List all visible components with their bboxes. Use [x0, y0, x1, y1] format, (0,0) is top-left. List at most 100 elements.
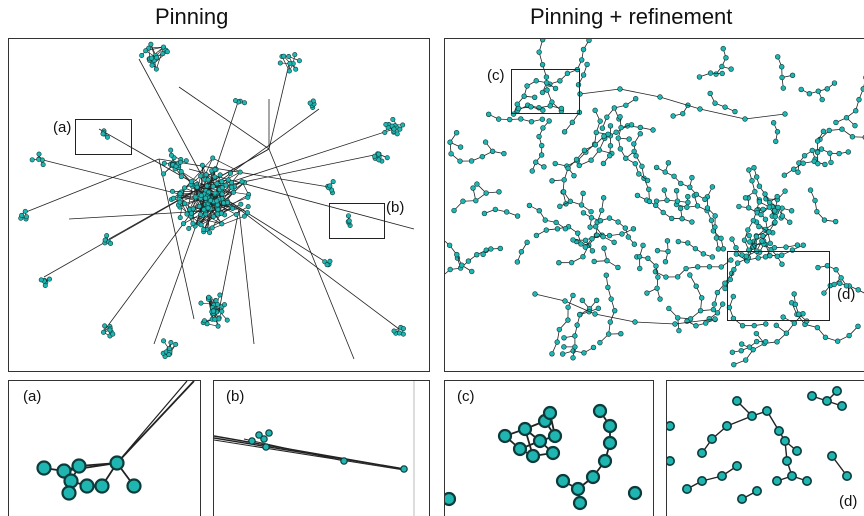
- graph-node: [630, 226, 637, 232]
- graph-node: [453, 130, 460, 136]
- graph-node: [584, 61, 590, 68]
- graph-node: [733, 245, 739, 251]
- graph-node: [687, 184, 693, 190]
- graph-node: [593, 297, 600, 304]
- graph-node: [524, 83, 530, 89]
- graph-node: [198, 222, 204, 228]
- graph-node: [208, 197, 214, 203]
- graph-node: [154, 55, 160, 61]
- graph-node: [182, 201, 188, 207]
- graph-node: [832, 218, 839, 225]
- graph-node: [670, 113, 676, 119]
- graph-node: [815, 160, 821, 167]
- graph-node: [773, 138, 779, 145]
- zoom-label-b: (b): [226, 388, 245, 405]
- graph-node: [831, 281, 837, 288]
- graph-node: [485, 111, 492, 118]
- graph-node: [756, 183, 763, 189]
- graph-node: [618, 124, 624, 131]
- graph-node: [791, 320, 798, 326]
- graph-node: [189, 179, 195, 185]
- graph-edge: [744, 113, 786, 120]
- graph-node: [828, 159, 834, 166]
- label-c: (c): [487, 67, 505, 84]
- graph-node: [210, 183, 216, 189]
- graph-node: [287, 60, 293, 66]
- graph-node: [36, 460, 52, 476]
- graph-node: [194, 184, 200, 190]
- graph-node: [838, 275, 844, 281]
- graph-node: [821, 290, 827, 296]
- graph-node: [831, 80, 838, 86]
- graph-node: [653, 164, 660, 171]
- graph-node: [497, 245, 503, 252]
- zoom-graph-a: [36, 381, 195, 501]
- graph-node: [148, 41, 154, 47]
- graph-node: [692, 245, 699, 252]
- graph-node: [644, 177, 651, 184]
- graph-node: [546, 118, 552, 124]
- graph-node: [549, 178, 555, 184]
- graph-node: [229, 184, 235, 190]
- graph-node: [186, 225, 192, 231]
- zoom-graph-d: [667, 386, 853, 505]
- graph-node: [588, 157, 594, 163]
- graph-node: [774, 129, 781, 135]
- graph-node: [255, 431, 263, 439]
- graph-node: [837, 280, 843, 287]
- graph-node: [203, 172, 209, 178]
- graph-node: [539, 89, 546, 96]
- graph-node: [592, 403, 608, 419]
- graph-node: [552, 85, 559, 92]
- graph-node: [569, 119, 576, 126]
- graph-node: [100, 131, 106, 137]
- graph-node: [514, 259, 521, 265]
- graph-node: [562, 226, 569, 232]
- graph-edge: [674, 318, 716, 325]
- graph-node: [728, 66, 734, 72]
- graph-node: [678, 180, 684, 187]
- graph-node: [547, 428, 563, 444]
- graph-node: [822, 161, 828, 168]
- graph-node: [241, 213, 247, 219]
- graph-node: [667, 456, 675, 466]
- graph-node: [533, 78, 539, 84]
- label-d: (d): [837, 286, 856, 303]
- graph-node: [749, 178, 755, 184]
- graph-node: [628, 122, 635, 128]
- graph-node: [708, 217, 715, 224]
- graph-node: [729, 236, 735, 242]
- graph-node: [707, 70, 714, 76]
- graph-node: [260, 435, 268, 443]
- graph-edge: [116, 381, 188, 464]
- graph-node: [451, 207, 457, 214]
- graph-node: [559, 351, 566, 357]
- graph-node: [201, 207, 207, 213]
- graph-node: [687, 272, 693, 278]
- graph-node: [578, 202, 585, 208]
- graph-node: [617, 114, 623, 120]
- graph-node: [775, 204, 781, 211]
- graph-node: [209, 225, 215, 231]
- graph-node: [242, 100, 248, 106]
- graph-node: [22, 208, 28, 214]
- graph-node: [738, 341, 745, 347]
- graph-node: [139, 53, 145, 59]
- graph-node: [327, 183, 333, 189]
- graph-node: [554, 339, 560, 345]
- graph-node: [580, 254, 586, 260]
- graph-node: [265, 429, 273, 437]
- graph-edge: [116, 381, 195, 464]
- graph-node: [198, 173, 204, 179]
- graph-node: [734, 260, 741, 266]
- label-b: (b): [386, 199, 405, 216]
- graph-node: [248, 437, 256, 445]
- graph-node: [800, 160, 806, 166]
- graph-node: [615, 135, 621, 141]
- graph-node: [623, 102, 629, 108]
- graph-node: [510, 111, 517, 117]
- graph-node: [177, 191, 183, 197]
- graph-node: [812, 197, 818, 204]
- graph-node: [819, 96, 825, 103]
- graph-node: [680, 110, 686, 117]
